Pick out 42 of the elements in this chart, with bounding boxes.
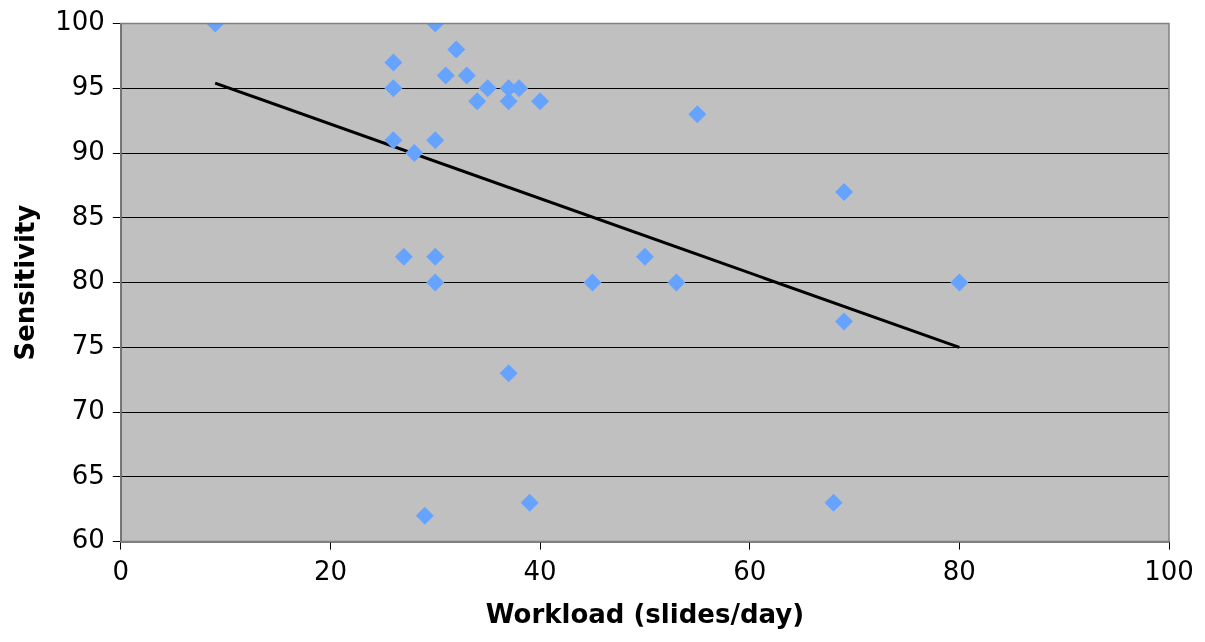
point xyxy=(835,182,854,201)
y-tick-label: 80 xyxy=(71,265,105,296)
point xyxy=(426,247,445,266)
x-tick-label: 40 xyxy=(523,555,557,586)
point xyxy=(478,79,497,98)
point xyxy=(384,53,403,72)
point xyxy=(950,273,969,292)
x-tick-label: 0 xyxy=(112,555,130,586)
point xyxy=(520,493,539,512)
y-tick-label: 95 xyxy=(71,71,105,102)
x-tick-label: 80 xyxy=(942,555,976,586)
x-tick-label: 60 xyxy=(733,555,767,586)
x-tick-label: 100 xyxy=(1144,555,1194,586)
point xyxy=(667,273,686,292)
point xyxy=(499,364,518,383)
point xyxy=(426,131,445,150)
y-tick-label: 90 xyxy=(71,135,105,166)
y-tick-label: 100 xyxy=(55,6,105,37)
point xyxy=(635,247,654,266)
point xyxy=(824,493,843,512)
point xyxy=(688,105,707,124)
x-axis-title: Workload (slides/day) xyxy=(485,599,805,630)
point xyxy=(447,40,466,59)
point xyxy=(384,131,403,150)
point xyxy=(415,506,434,525)
point xyxy=(457,66,476,85)
x-tick-label: 20 xyxy=(313,555,348,586)
point xyxy=(835,312,854,331)
point xyxy=(394,247,413,266)
point xyxy=(405,144,424,163)
y-tick-label: 70 xyxy=(71,394,105,425)
point xyxy=(531,92,550,111)
y-tick-label: 75 xyxy=(71,330,105,361)
point xyxy=(468,92,487,111)
y-tick-label: 60 xyxy=(71,524,105,555)
y-tick-label: 65 xyxy=(71,459,105,490)
y-tick-label: 85 xyxy=(71,200,105,231)
point xyxy=(436,66,455,85)
y-axis-title: Sensitivity xyxy=(10,204,41,361)
point xyxy=(384,79,403,98)
point xyxy=(426,273,445,292)
point xyxy=(583,273,602,292)
